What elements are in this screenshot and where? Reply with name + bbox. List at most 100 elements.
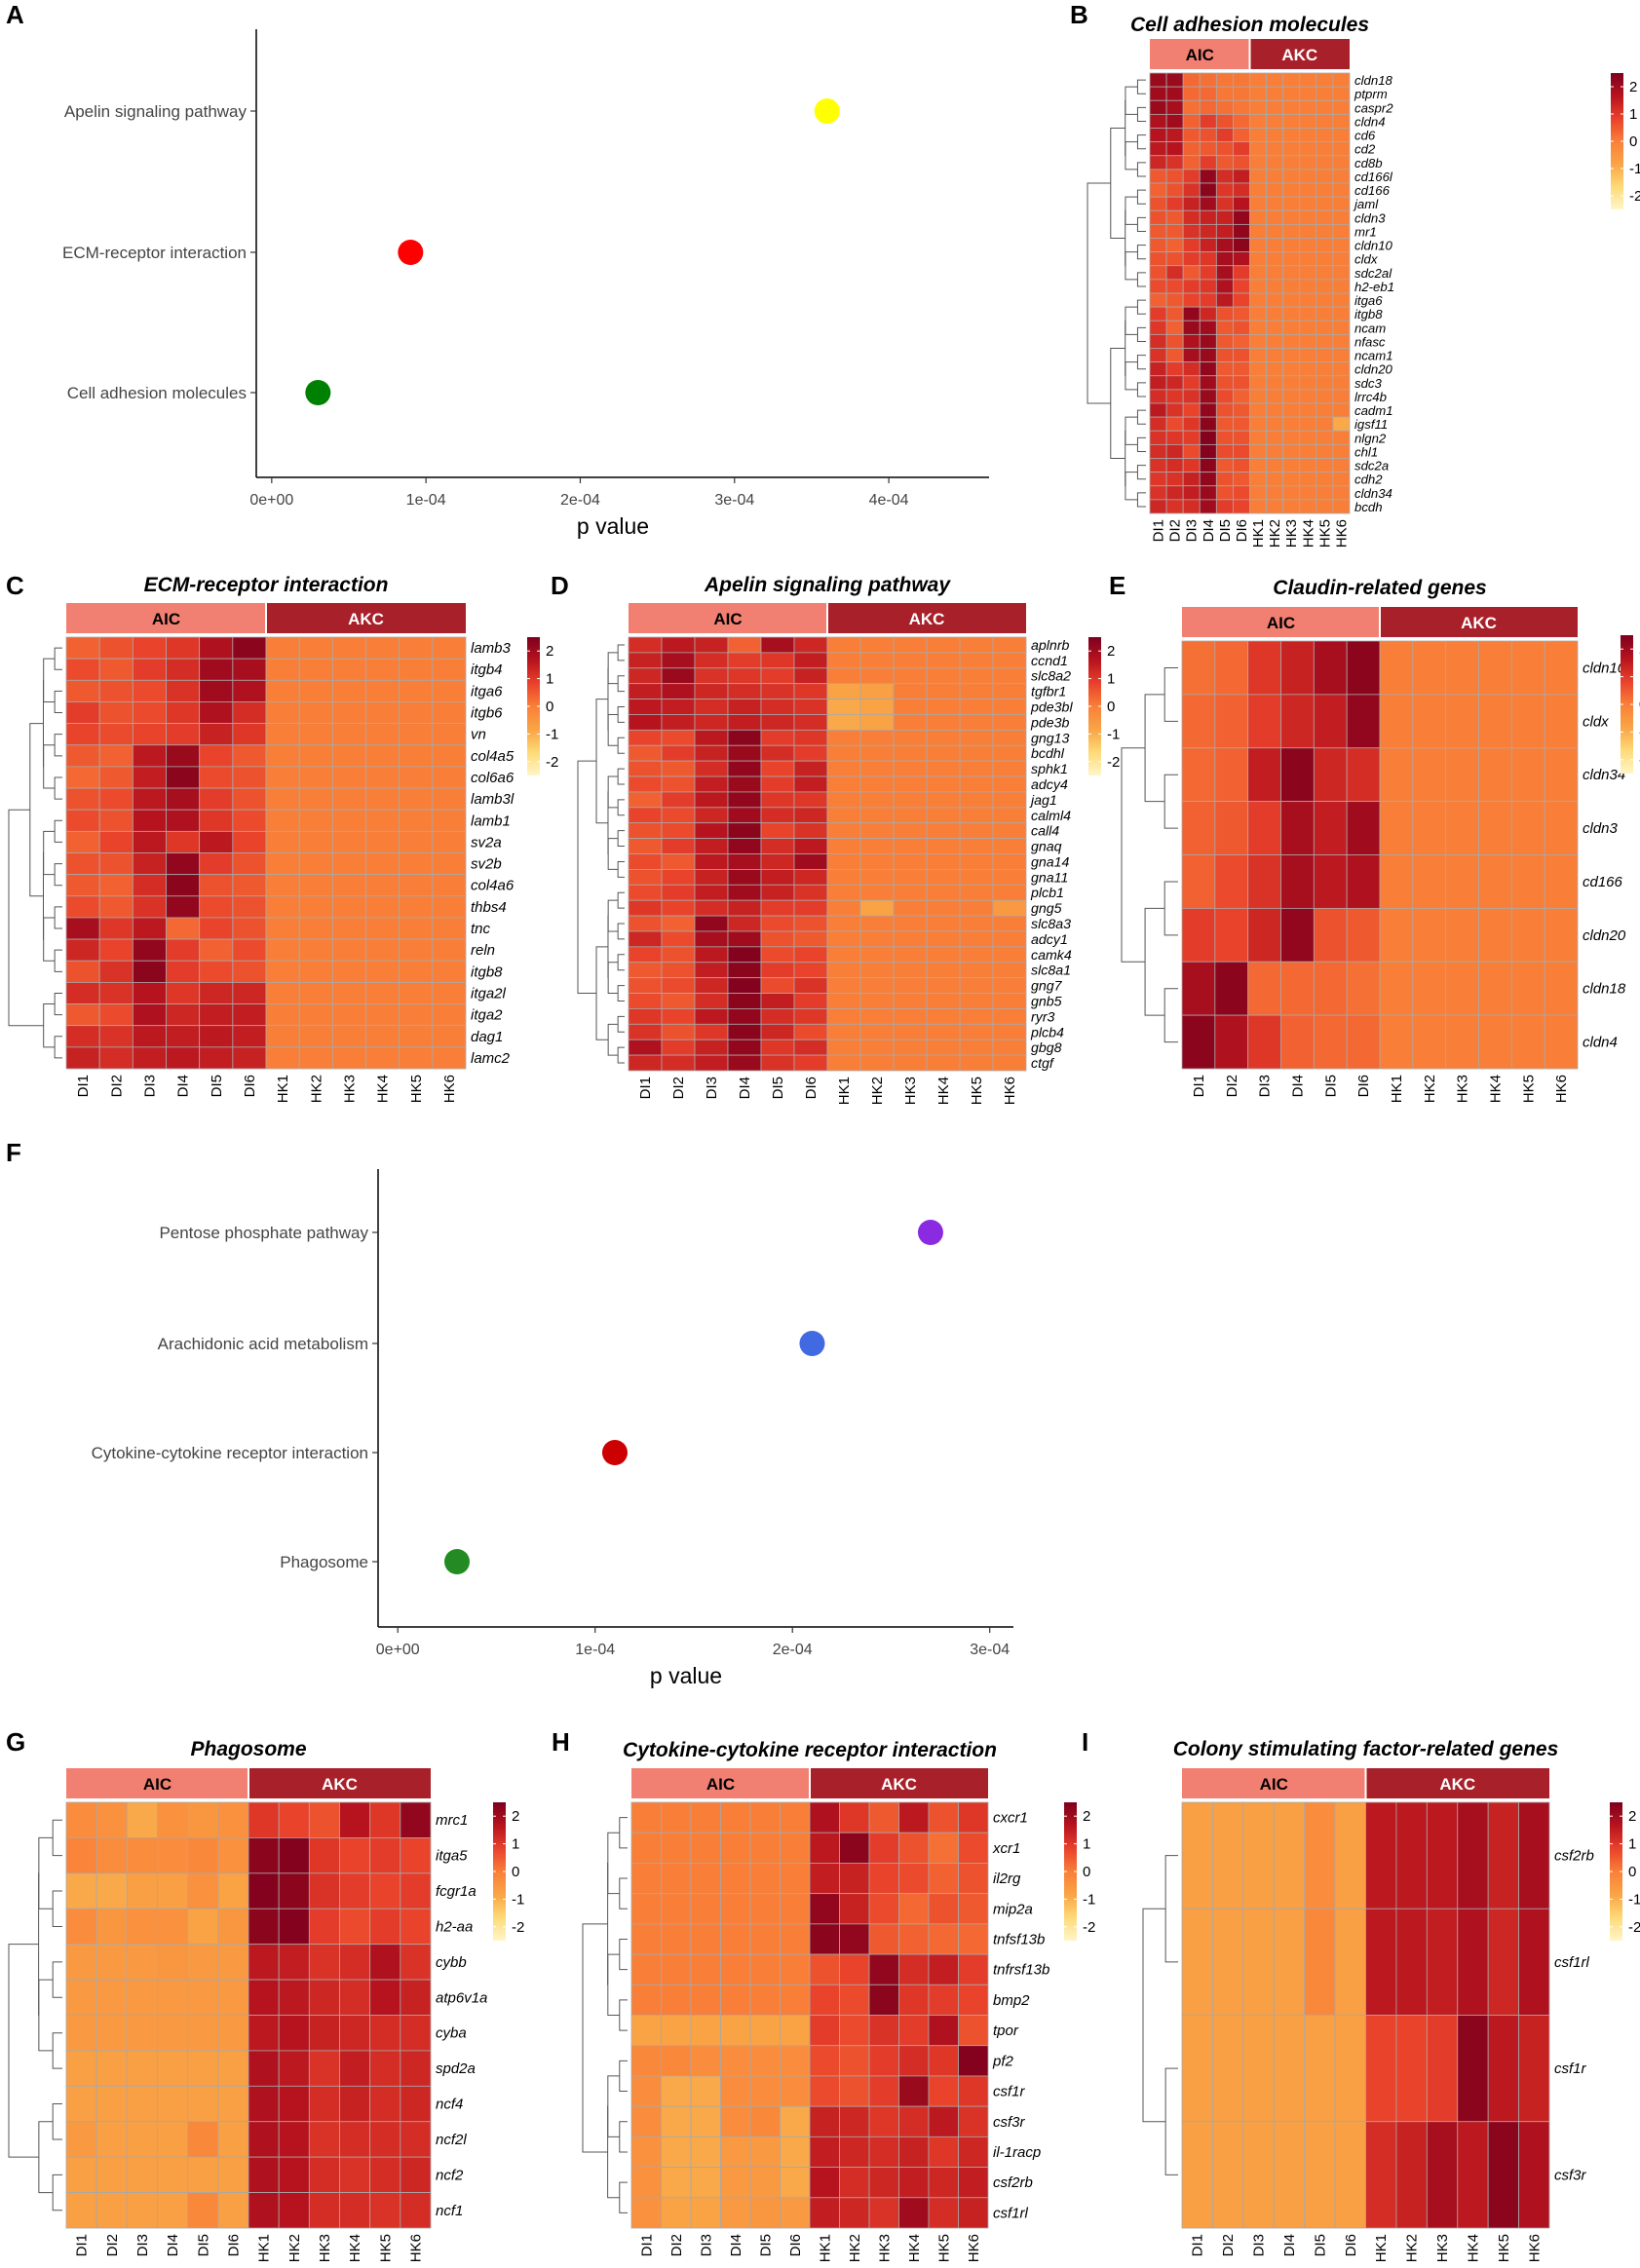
heatmap-cell bbox=[65, 1046, 100, 1070]
heatmap-cell bbox=[661, 946, 696, 964]
heatmap-cell bbox=[959, 699, 994, 715]
dendrogram-branch bbox=[595, 699, 608, 824]
heatmap-cell bbox=[432, 830, 467, 853]
heatmap-cell bbox=[1182, 279, 1201, 294]
heatmap-cell bbox=[298, 917, 333, 940]
heatmap-cell bbox=[1266, 128, 1284, 143]
heatmap-cell bbox=[1346, 694, 1381, 749]
heatmap-cell bbox=[720, 2045, 751, 2077]
dendrogram-branch bbox=[1121, 747, 1146, 963]
row-label: igsf11 bbox=[1354, 417, 1388, 432]
heatmap-cell bbox=[958, 2105, 989, 2137]
column-label: DI2 bbox=[1167, 519, 1184, 542]
heatmap-cell bbox=[1165, 238, 1184, 253]
heatmap-cell bbox=[694, 838, 729, 854]
heatmap-cell bbox=[1182, 499, 1201, 514]
row-label: thbs4 bbox=[471, 899, 507, 916]
column-label: DI4 bbox=[175, 1075, 192, 1097]
heatmap-cell bbox=[1249, 86, 1267, 101]
heatmap-cell bbox=[399, 960, 434, 983]
heatmap-cell bbox=[166, 679, 201, 702]
heatmap-cell bbox=[199, 1003, 234, 1027]
heatmap-cell bbox=[760, 993, 795, 1009]
heatmap-cell bbox=[793, 775, 828, 793]
heatmap-cell bbox=[1280, 907, 1315, 963]
row-label: plcb4 bbox=[1030, 1025, 1064, 1040]
heatmap-cell bbox=[749, 1801, 781, 1833]
heatmap-cell bbox=[1266, 86, 1284, 101]
column-label: HK1 bbox=[275, 1075, 291, 1103]
row-label: cd166 bbox=[1583, 874, 1623, 890]
heatmap-cell bbox=[928, 1832, 959, 1864]
x-tick-label: 1e-04 bbox=[575, 1642, 615, 1658]
heatmap-cell bbox=[1215, 128, 1234, 143]
heatmap-cell bbox=[95, 1872, 128, 1909]
heatmap-cell bbox=[661, 1923, 692, 1955]
heatmap-cell bbox=[1165, 320, 1184, 335]
heatmap-cell bbox=[365, 1046, 400, 1070]
row-label: slc8a1 bbox=[1031, 964, 1071, 979]
heatmap-cell bbox=[809, 2197, 840, 2229]
dendrogram-branch bbox=[1163, 988, 1178, 1043]
heatmap-cell bbox=[1266, 320, 1284, 335]
heatmap-cell bbox=[1316, 430, 1334, 445]
column-label: HK5 bbox=[408, 1075, 425, 1103]
dendrogram-branch bbox=[607, 775, 619, 809]
heatmap-cell bbox=[1165, 375, 1184, 391]
heatmap-cell bbox=[187, 1837, 219, 1874]
dendrogram-branch bbox=[1136, 465, 1146, 480]
heatmap-cell bbox=[166, 787, 201, 811]
heatmap-cell bbox=[1457, 2015, 1489, 2123]
heatmap-cell bbox=[1165, 155, 1184, 170]
heatmap-cell bbox=[1233, 182, 1250, 198]
heatmap-cell bbox=[166, 766, 201, 789]
heatmap-cell bbox=[809, 2075, 840, 2107]
heatmap-cell bbox=[898, 2167, 930, 2199]
heatmap-cell bbox=[166, 658, 201, 681]
heatmap-cell bbox=[1165, 402, 1184, 418]
heatmap-cell bbox=[727, 853, 762, 870]
heatmap-cell bbox=[1280, 747, 1315, 803]
heatmap-cell bbox=[1165, 99, 1184, 115]
heatmap-cell bbox=[199, 679, 234, 702]
heatmap-cell bbox=[1332, 485, 1351, 501]
heatmap-cell bbox=[199, 830, 234, 853]
heatmap-cell bbox=[432, 960, 467, 983]
legend-label: -1 bbox=[512, 1891, 524, 1908]
heatmap-cell bbox=[661, 915, 696, 932]
heatmap-cell bbox=[1199, 196, 1217, 211]
heatmap-cell bbox=[839, 1863, 870, 1895]
dendrogram-branch bbox=[1163, 881, 1178, 936]
x-axis-label: p value bbox=[650, 1663, 722, 1688]
heatmap-cell bbox=[1426, 1908, 1459, 2016]
heatmap-cell bbox=[1282, 182, 1301, 198]
heatmap-cell bbox=[992, 636, 1027, 654]
heatmap-cell bbox=[1199, 86, 1217, 101]
heatmap-cell bbox=[1457, 1801, 1489, 1909]
heatmap-cell bbox=[992, 699, 1027, 715]
group-label-akc: AKC bbox=[1281, 46, 1317, 64]
heatmap-cell bbox=[432, 1025, 467, 1048]
heatmap-cell bbox=[1544, 801, 1579, 855]
heatmap-cell bbox=[217, 1908, 249, 1946]
heatmap-cell bbox=[661, 962, 696, 979]
panel-title: Claudin-related genes bbox=[1273, 577, 1486, 599]
heatmap-cell bbox=[65, 723, 100, 746]
heatmap-cell bbox=[992, 714, 1027, 731]
heatmap-cell bbox=[1412, 801, 1447, 855]
heatmap-cell bbox=[690, 2136, 721, 2168]
heatmap-cell bbox=[65, 1801, 97, 1838]
heatmap-cell bbox=[898, 1893, 930, 1925]
heatmap-cell bbox=[720, 1984, 751, 2016]
heatmap-cell bbox=[1199, 99, 1217, 115]
heatmap-cell bbox=[1316, 238, 1334, 253]
heatmap-cell bbox=[1266, 472, 1284, 487]
heatmap-cell bbox=[760, 807, 795, 824]
heatmap-cell bbox=[926, 744, 961, 762]
heatmap-cell bbox=[1149, 306, 1167, 321]
heatmap-cell bbox=[928, 1984, 959, 2016]
heatmap-cell bbox=[926, 993, 961, 1009]
dendrogram-branch bbox=[52, 1890, 62, 1927]
dendrogram-branch bbox=[1144, 694, 1165, 803]
heatmap-cell bbox=[1149, 402, 1167, 418]
